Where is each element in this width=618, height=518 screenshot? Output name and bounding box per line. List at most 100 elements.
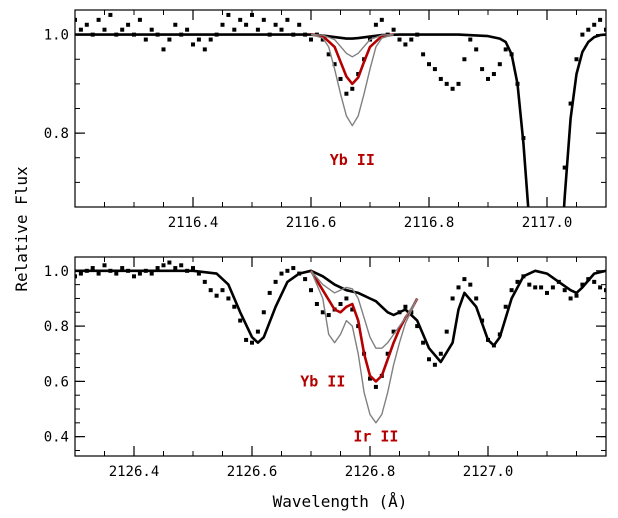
observed-point	[568, 296, 573, 301]
observed-point	[598, 17, 603, 22]
observed-point	[232, 27, 237, 32]
observed-point	[421, 340, 426, 345]
observed-point	[450, 296, 455, 301]
observed-point	[586, 27, 591, 32]
observed-point	[261, 17, 266, 22]
observed-point	[149, 271, 154, 276]
observed-point	[397, 37, 402, 42]
observed-point	[379, 17, 384, 22]
observed-point	[220, 22, 225, 27]
observed-point	[373, 384, 378, 389]
observed-point	[391, 329, 396, 334]
y-tick-label: 0.8	[44, 319, 69, 335]
top-plot-area	[75, 12, 606, 207]
observed-point	[326, 52, 331, 57]
observed-point	[279, 27, 284, 32]
observed-point	[515, 279, 520, 284]
observed-point	[143, 37, 148, 42]
observed-point	[285, 17, 290, 22]
observed-point	[149, 27, 154, 32]
x-tick-label: 2117.0	[522, 215, 573, 231]
observed-point	[444, 329, 449, 334]
observed-point	[244, 337, 249, 342]
y-tick-label: 0.6	[44, 374, 69, 390]
observed-point	[539, 285, 544, 290]
observed-point	[497, 62, 502, 67]
observed-point	[450, 86, 455, 91]
observed-point	[255, 329, 260, 334]
synthetic-bracket-high-line	[310, 33, 394, 127]
observed-point	[155, 266, 160, 271]
observed-point	[196, 271, 201, 276]
observed-point	[604, 27, 606, 32]
observed-point	[427, 357, 431, 362]
observed-point	[238, 318, 243, 323]
observed-point	[592, 22, 597, 27]
observed-point	[344, 296, 349, 301]
observed-point	[226, 12, 231, 17]
observed-point	[320, 310, 325, 315]
x-tick-label: 2126.8	[345, 464, 396, 480]
x-tick-label: 2126.4	[109, 464, 160, 480]
observed-point	[114, 271, 119, 276]
observed-point	[208, 37, 213, 42]
x-tick-label: 2116.4	[168, 215, 219, 231]
observed-point	[574, 57, 579, 62]
observed-point	[208, 288, 213, 293]
observed-point	[562, 165, 567, 170]
observed-point	[403, 304, 408, 309]
bottom-panel: 2126.4 2126.6 2126.8 2127.0 0.4 0.6 0.8 1.0 Yb I…	[44, 256, 607, 480]
observed-point	[338, 76, 343, 81]
observed-point	[332, 62, 337, 67]
observed-point	[90, 266, 95, 271]
observed-point	[415, 324, 420, 329]
observed-point	[167, 260, 172, 265]
observed-point	[220, 288, 225, 293]
observed-point	[368, 376, 372, 381]
observed-point	[238, 17, 243, 22]
observed-point	[102, 263, 107, 268]
observed-point	[562, 288, 567, 293]
observed-point	[291, 266, 296, 271]
observed-point	[309, 288, 313, 293]
observed-point	[509, 288, 514, 293]
observed-point	[350, 86, 355, 91]
y-tick-label: 0.4	[44, 430, 69, 446]
observed-point	[604, 288, 606, 293]
x-tick-label: 2116.8	[404, 215, 455, 231]
observed-point	[161, 47, 166, 52]
observed-point	[173, 22, 178, 27]
observed-point	[598, 285, 603, 290]
observed-point	[545, 290, 549, 295]
synthetic-full-line	[75, 33, 606, 207]
observed-point	[462, 57, 467, 62]
observed-point	[320, 37, 325, 42]
observed-point	[456, 285, 461, 290]
y-tick-label: 0.8	[44, 126, 69, 142]
observed-point	[403, 42, 408, 47]
observed-point	[75, 17, 77, 22]
observed-point	[96, 271, 101, 276]
observed-point	[273, 279, 278, 284]
observed-point	[185, 27, 190, 32]
observed-point	[244, 22, 249, 27]
observed-point	[102, 27, 107, 32]
observed-point	[202, 279, 207, 284]
observed-point	[568, 101, 573, 106]
observed-point	[108, 12, 113, 17]
observed-point	[468, 37, 473, 42]
observed-point	[592, 279, 597, 284]
observed-point	[550, 285, 555, 290]
synthetic-full-line	[75, 269, 606, 364]
observed-point	[427, 62, 431, 67]
observed-point	[191, 42, 195, 47]
observed-point	[78, 271, 83, 276]
observed-point	[167, 37, 172, 42]
y-tick-label: 1.0	[44, 264, 69, 280]
observed-point	[120, 27, 125, 32]
observed-point	[580, 282, 585, 287]
observed-point	[96, 17, 101, 22]
y-axis-title: Relative Flux	[12, 166, 31, 292]
observed-point	[480, 67, 485, 72]
